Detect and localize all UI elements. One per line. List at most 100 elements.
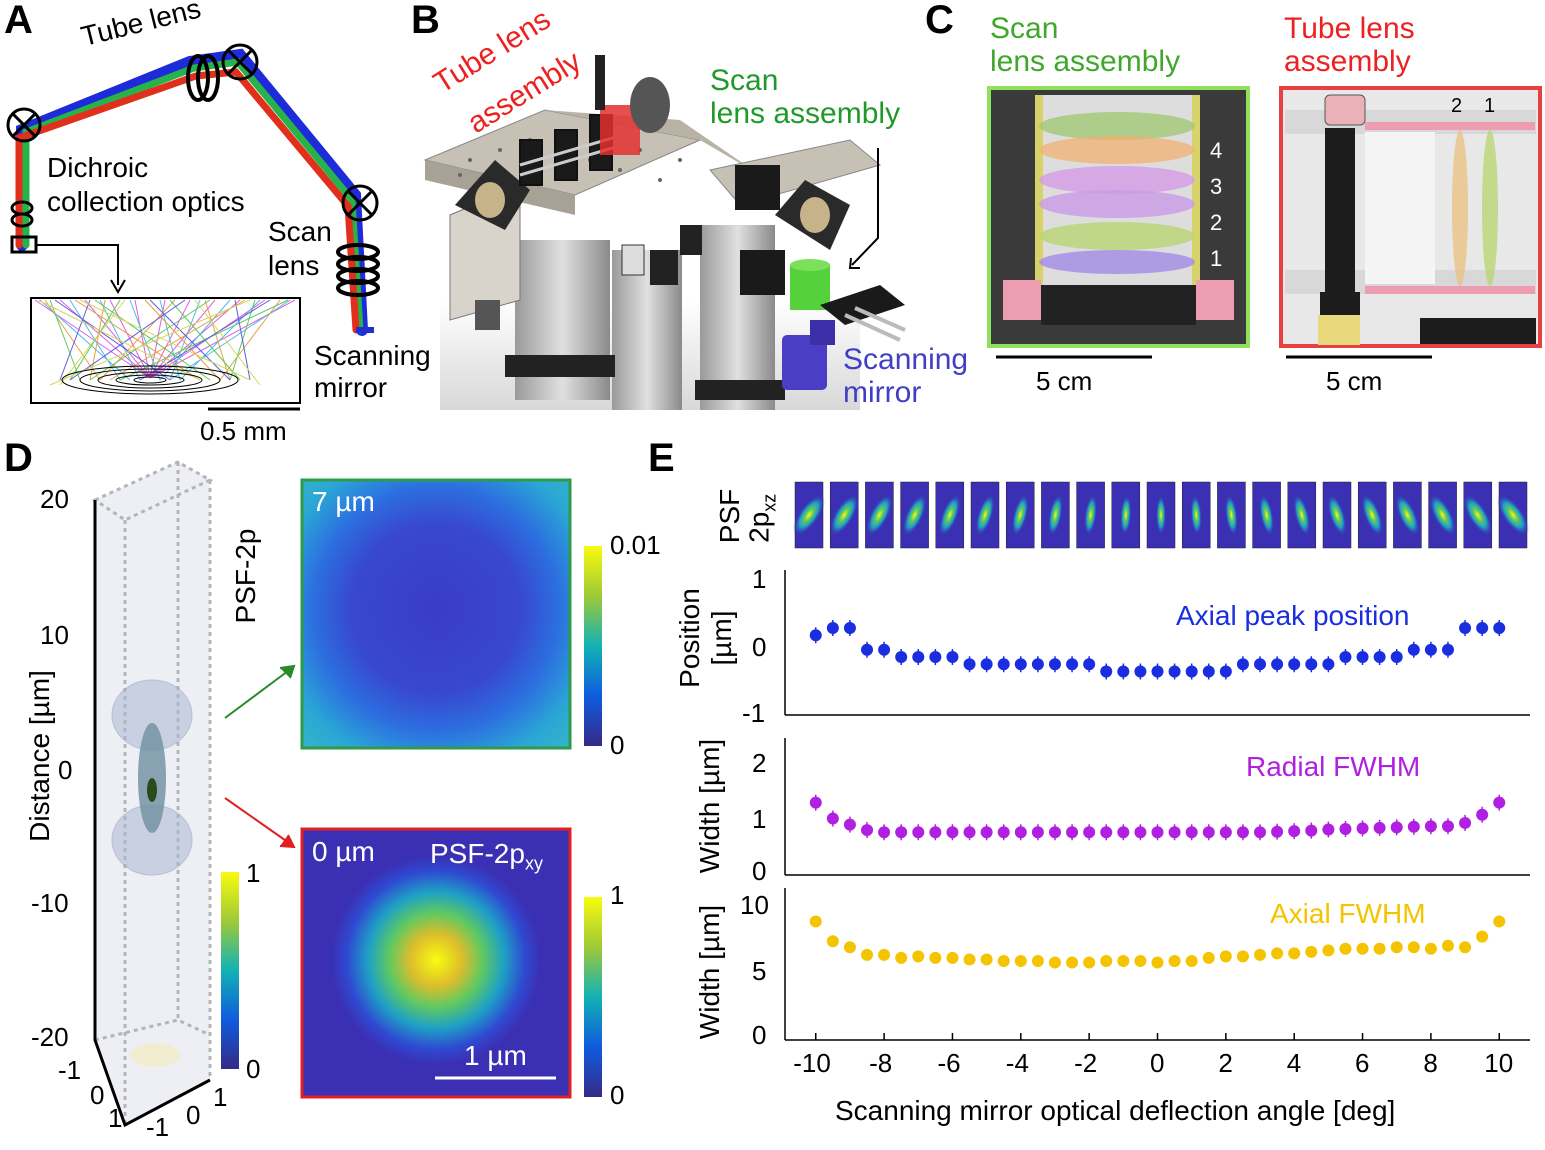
data-point bbox=[826, 935, 839, 948]
data-point bbox=[895, 951, 908, 964]
data-point bbox=[1407, 643, 1420, 656]
data-point bbox=[1254, 658, 1267, 671]
bottom-colorbar-min: 0 bbox=[610, 1080, 625, 1110]
data-point bbox=[1031, 954, 1044, 967]
rad-ytick-1: 1 bbox=[752, 804, 767, 834]
data-point bbox=[878, 643, 891, 656]
data-point bbox=[997, 658, 1010, 671]
data-point bbox=[826, 622, 839, 634]
data-point bbox=[1083, 956, 1096, 969]
data-point bbox=[1271, 825, 1284, 838]
data-point bbox=[1322, 823, 1335, 836]
psf-xz-tile bbox=[1005, 481, 1035, 549]
psf-xz-tile bbox=[829, 481, 859, 549]
ax-ytick-5: 5 bbox=[752, 956, 767, 986]
psf-xz-tile bbox=[1287, 481, 1317, 549]
data-point bbox=[1066, 956, 1079, 969]
data-point bbox=[1236, 658, 1249, 671]
data-point bbox=[963, 658, 976, 671]
data-point bbox=[895, 826, 908, 839]
psf-xz-tile bbox=[1428, 481, 1457, 549]
scan-lens-number-4: 4 bbox=[1210, 138, 1223, 163]
data-point bbox=[963, 953, 976, 966]
data-point bbox=[1441, 820, 1454, 833]
x-tick-label: -4 bbox=[1005, 1048, 1029, 1078]
data-point bbox=[878, 826, 891, 839]
x-tick-0: 0 bbox=[90, 1080, 105, 1110]
panel-label-e: E bbox=[648, 436, 675, 480]
data-point bbox=[1014, 658, 1027, 671]
tube-lens-number-1: 1 bbox=[1484, 95, 1496, 117]
data-point bbox=[1014, 826, 1027, 839]
data-point bbox=[980, 826, 993, 839]
top-colorbar-min: 0 bbox=[610, 730, 625, 760]
x-tick-label: 8 bbox=[1423, 1048, 1438, 1078]
z-tick-10: 10 bbox=[40, 620, 69, 650]
bottom-map-label: 0 µm bbox=[312, 836, 375, 867]
data-point bbox=[1100, 826, 1113, 839]
data-point bbox=[1493, 622, 1506, 634]
psf-xz-tile bbox=[1217, 481, 1246, 549]
data-point bbox=[1356, 942, 1369, 955]
label-b-scan-lens-2: lens assembly bbox=[710, 97, 901, 130]
data-point bbox=[1134, 665, 1147, 678]
rad-ytick-0: 0 bbox=[752, 856, 767, 886]
data-point bbox=[843, 622, 856, 634]
psf-xz-tiles bbox=[792, 481, 1530, 549]
panel-e-marks bbox=[809, 620, 1506, 969]
y-tick-m1: -1 bbox=[146, 1112, 170, 1142]
colorbar3d-max: 1 bbox=[246, 858, 261, 888]
tube-lens-number-2: 2 bbox=[1451, 95, 1463, 117]
panel-label-a: A bbox=[4, 0, 33, 42]
psf-xz-tile bbox=[1076, 481, 1105, 549]
panel-e-axes bbox=[784, 570, 1530, 1041]
data-point bbox=[1424, 820, 1437, 833]
data-point bbox=[1459, 941, 1472, 954]
scalebar-label-c-right: 5 cm bbox=[1326, 366, 1383, 396]
psf-xz-tile bbox=[970, 481, 1000, 549]
data-point bbox=[1014, 954, 1027, 967]
psf-xz-tile bbox=[900, 481, 929, 549]
data-point bbox=[1134, 954, 1147, 967]
bottom-colorbar-max: 1 bbox=[610, 880, 625, 910]
data-point bbox=[826, 812, 839, 825]
ax-ytick-10: 10 bbox=[740, 890, 769, 920]
data-point bbox=[1305, 824, 1318, 837]
label-b-scanning-mirror-2: mirror bbox=[843, 376, 922, 409]
data-point bbox=[1134, 826, 1147, 839]
data-point bbox=[1185, 665, 1198, 678]
data-point bbox=[1117, 665, 1130, 678]
data-point bbox=[1254, 826, 1267, 839]
data-point bbox=[1459, 816, 1472, 829]
psf-xz-tile bbox=[1322, 481, 1352, 549]
psf-xz-tile bbox=[935, 481, 965, 549]
data-point bbox=[1271, 658, 1284, 671]
psf-xz-tile bbox=[1463, 481, 1493, 549]
xlabel-e: Scanning mirror optical deflection angle… bbox=[835, 1095, 1396, 1126]
psf-xz-tile bbox=[1496, 481, 1530, 549]
label-c-scan-1: Scan bbox=[990, 12, 1059, 45]
pos-ylabel-2: [µm] bbox=[706, 610, 737, 666]
data-point bbox=[1100, 665, 1113, 678]
data-point bbox=[1288, 947, 1301, 960]
label-dichroic-2: collection optics bbox=[47, 186, 245, 217]
x-tick-label: -2 bbox=[1074, 1048, 1098, 1078]
label-c-scan-2: lens assembly bbox=[990, 45, 1181, 78]
data-point bbox=[809, 915, 822, 928]
data-point bbox=[1048, 658, 1061, 671]
y-tick-0: 0 bbox=[186, 1100, 201, 1130]
data-point bbox=[1185, 826, 1198, 839]
z-tick-20: 20 bbox=[40, 484, 69, 514]
data-point bbox=[1339, 651, 1352, 663]
data-point bbox=[912, 826, 925, 839]
psf-xz-tile bbox=[865, 481, 894, 549]
scan-lens-number-1: 1 bbox=[1210, 246, 1223, 271]
data-point bbox=[912, 651, 925, 663]
scan-lens-number-2: 2 bbox=[1210, 210, 1223, 235]
label-scan-lens-1: Scan bbox=[268, 216, 332, 247]
scalebar-label-a: 0.5 mm bbox=[200, 416, 287, 446]
series-label-axial-fwhm: Axial FWHM bbox=[1270, 898, 1426, 929]
data-point bbox=[946, 651, 959, 663]
data-point bbox=[1407, 941, 1420, 954]
